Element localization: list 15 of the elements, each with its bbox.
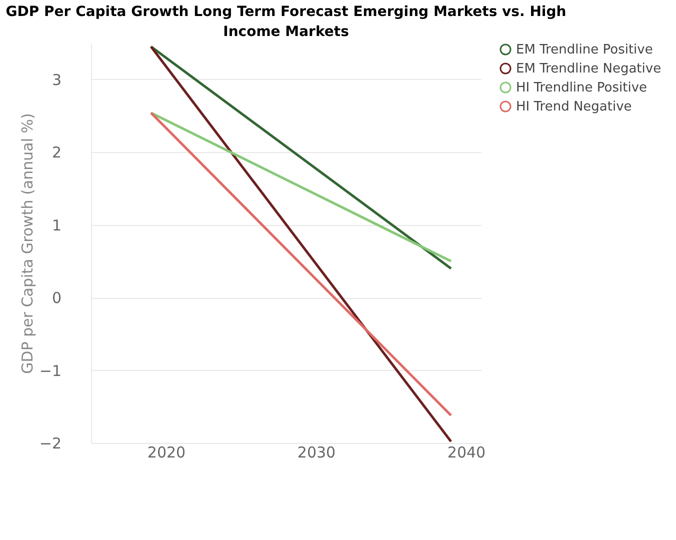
y-axis-title: GDP per Capita Growth (annual %): [18, 113, 36, 374]
y-tick-label: −1: [39, 362, 62, 380]
chart-title: GDP Per Capita Growth Long Term Forecast Emerging Markets vs. High Income Markets: [6, 4, 566, 40]
y-tick-label: 0: [52, 289, 62, 308]
legend-label: EM Trendline Negative: [516, 62, 662, 76]
x-tick-label: 2040: [447, 444, 486, 462]
legend-label: EM Trendline Positive: [516, 42, 653, 58]
x-tick-label: 2020: [147, 444, 186, 462]
y-tick-label: 2: [52, 144, 62, 162]
x-tick-label: 2030: [297, 444, 336, 462]
y-tick-label: −2: [39, 434, 62, 452]
y-tick-label: 1: [52, 216, 62, 234]
legend-label: HI Trend Negative: [516, 100, 632, 114]
legend-label: HI Trendline Positive: [516, 80, 648, 96]
y-tick-label: 3: [52, 70, 62, 89]
